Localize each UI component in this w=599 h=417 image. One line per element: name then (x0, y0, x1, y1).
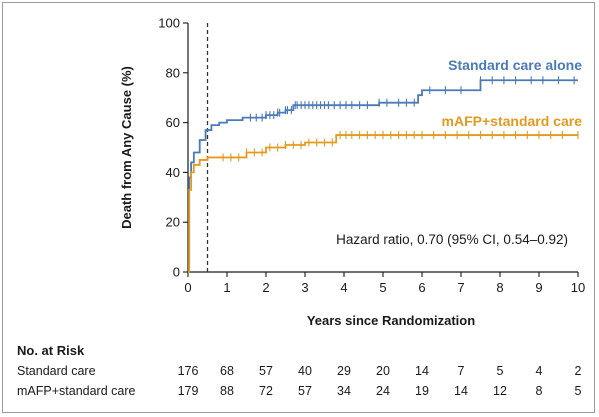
series-label-standard-care: Standard care alone (448, 57, 582, 73)
x-axis-title: Years since Randomization (307, 313, 475, 328)
series-line-standard-care (188, 79, 578, 273)
x-tick-label: 9 (535, 280, 542, 295)
risk-cell: 29 (337, 364, 351, 378)
risk-cell: 7 (457, 364, 465, 378)
risk-cell: 57 (298, 384, 312, 398)
risk-cell: 40 (298, 364, 312, 378)
risk-cell: 4 (535, 364, 543, 378)
risk-cell: 176 (177, 364, 199, 378)
x-tick-label: 0 (184, 280, 191, 295)
risk-cell: 24 (376, 384, 390, 398)
risk-cell: 179 (177, 384, 199, 398)
x-tick-label: 5 (379, 280, 386, 295)
risk-cell: 88 (220, 384, 234, 398)
x-tick-label: 2 (262, 280, 269, 295)
risk-cell: 34 (337, 384, 351, 398)
y-tick-label: 0 (173, 265, 180, 280)
y-tick-label: 60 (166, 115, 180, 130)
x-tick-label: 8 (496, 280, 503, 295)
y-tick-label: 20 (166, 215, 180, 230)
figure-frame (2, 2, 595, 413)
risk-cell: 20 (376, 364, 390, 378)
x-tick-label: 3 (301, 280, 308, 295)
risk-row-label: mAFP+standard care (17, 384, 136, 398)
y-tick-label: 100 (158, 16, 180, 31)
x-tick-label: 10 (571, 280, 585, 295)
risk-cell: 8 (535, 384, 543, 398)
y-tick-label: 80 (166, 65, 180, 80)
risk-row-label: Standard care (17, 364, 96, 378)
y-axis-title: Death from Any Cause (%) (119, 66, 134, 229)
x-tick-label: 4 (340, 280, 347, 295)
risk-cell: 19 (415, 384, 429, 398)
x-tick-label: 7 (457, 280, 464, 295)
risk-cell: 2 (574, 364, 582, 378)
hazard-ratio-annotation: Hazard ratio, 0.70 (95% CI, 0.54–0.92) (336, 232, 568, 247)
x-tick-label: 6 (418, 280, 425, 295)
km-chart: 0 20 40 60 80 100 0 1 2 3 4 5 6 7 8 9 10 Years since Rand… (119, 16, 585, 329)
risk-cell: 14 (415, 364, 429, 378)
x-tick-label: 1 (223, 280, 230, 295)
risk-cell: 57 (259, 364, 273, 378)
risk-cell: 72 (259, 384, 273, 398)
risk-cell: 12 (493, 384, 507, 398)
risk-cell: 5 (496, 364, 504, 378)
risk-table-title: No. at Risk (17, 343, 85, 358)
series-label-mafp: mAFP+standard care (442, 113, 583, 129)
y-tick-label: 40 (166, 165, 180, 180)
risk-cell: 14 (454, 384, 468, 398)
risk-cell: 68 (220, 364, 234, 378)
risk-cell: 5 (574, 384, 582, 398)
